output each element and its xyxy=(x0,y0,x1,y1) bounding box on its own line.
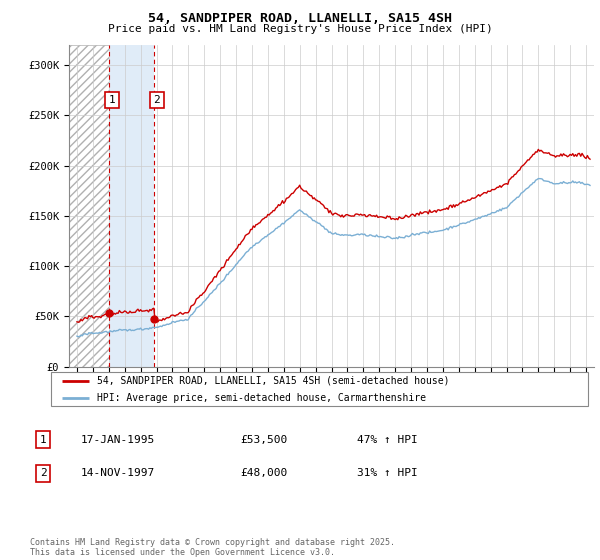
Text: 14-NOV-1997: 14-NOV-1997 xyxy=(81,468,155,478)
Text: 1: 1 xyxy=(40,435,47,445)
Text: 54, SANDPIPER ROAD, LLANELLI, SA15 4SH (semi-detached house): 54, SANDPIPER ROAD, LLANELLI, SA15 4SH (… xyxy=(97,376,449,386)
Text: Price paid vs. HM Land Registry's House Price Index (HPI): Price paid vs. HM Land Registry's House … xyxy=(107,24,493,34)
Bar xyxy=(154,45,594,367)
Bar xyxy=(69,45,109,367)
Text: 2: 2 xyxy=(154,95,160,105)
Text: 17-JAN-1995: 17-JAN-1995 xyxy=(81,435,155,445)
Bar xyxy=(109,45,154,367)
Text: £53,500: £53,500 xyxy=(240,435,287,445)
Text: Contains HM Land Registry data © Crown copyright and database right 2025.
This d: Contains HM Land Registry data © Crown c… xyxy=(30,538,395,557)
Text: 2: 2 xyxy=(40,468,47,478)
Text: 1: 1 xyxy=(109,95,115,105)
Text: HPI: Average price, semi-detached house, Carmarthenshire: HPI: Average price, semi-detached house,… xyxy=(97,393,425,403)
FancyBboxPatch shape xyxy=(51,372,588,406)
Text: £48,000: £48,000 xyxy=(240,468,287,478)
Text: 31% ↑ HPI: 31% ↑ HPI xyxy=(357,468,418,478)
Text: 47% ↑ HPI: 47% ↑ HPI xyxy=(357,435,418,445)
Text: 54, SANDPIPER ROAD, LLANELLI, SA15 4SH: 54, SANDPIPER ROAD, LLANELLI, SA15 4SH xyxy=(148,12,452,25)
